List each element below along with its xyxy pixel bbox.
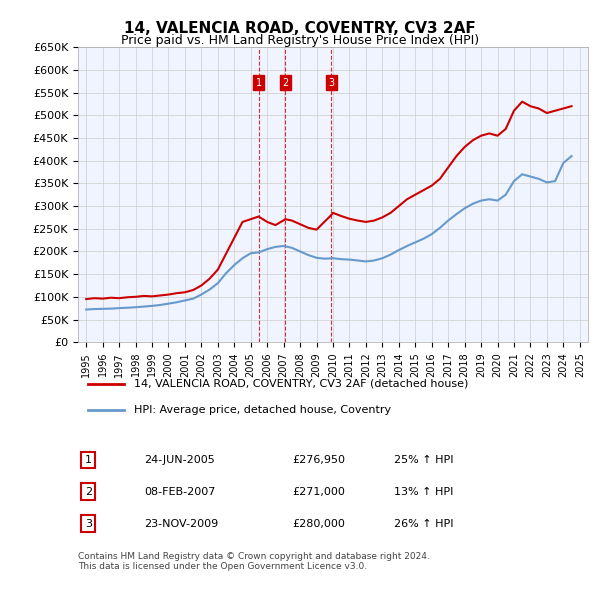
- Text: Price paid vs. HM Land Registry's House Price Index (HPI): Price paid vs. HM Land Registry's House …: [121, 34, 479, 47]
- Text: 1: 1: [256, 78, 262, 87]
- Text: £280,000: £280,000: [292, 519, 345, 529]
- Text: 08-FEB-2007: 08-FEB-2007: [145, 487, 215, 497]
- Text: 14, VALENCIA ROAD, COVENTRY, CV3 2AF: 14, VALENCIA ROAD, COVENTRY, CV3 2AF: [124, 21, 476, 35]
- Text: £271,000: £271,000: [292, 487, 345, 497]
- Text: 25% ↑ HPI: 25% ↑ HPI: [394, 455, 454, 465]
- Text: 2: 2: [85, 487, 92, 497]
- Text: HPI: Average price, detached house, Coventry: HPI: Average price, detached house, Cove…: [134, 405, 391, 415]
- Text: 1: 1: [85, 455, 92, 465]
- Text: £276,950: £276,950: [292, 455, 345, 465]
- Text: 26% ↑ HPI: 26% ↑ HPI: [394, 519, 454, 529]
- Text: 3: 3: [85, 519, 92, 529]
- Text: 3: 3: [85, 519, 92, 529]
- Text: 3: 3: [328, 78, 334, 87]
- Text: 24-JUN-2005: 24-JUN-2005: [145, 455, 215, 465]
- Text: 2: 2: [85, 487, 92, 497]
- Text: 23-NOV-2009: 23-NOV-2009: [145, 519, 218, 529]
- Text: Contains HM Land Registry data © Crown copyright and database right 2024.
This d: Contains HM Land Registry data © Crown c…: [78, 552, 430, 571]
- Text: 13% ↑ HPI: 13% ↑ HPI: [394, 487, 454, 497]
- Text: 1: 1: [85, 455, 92, 465]
- Text: 2: 2: [283, 78, 289, 87]
- Text: 14, VALENCIA ROAD, COVENTRY, CV3 2AF (detached house): 14, VALENCIA ROAD, COVENTRY, CV3 2AF (de…: [134, 379, 469, 388]
